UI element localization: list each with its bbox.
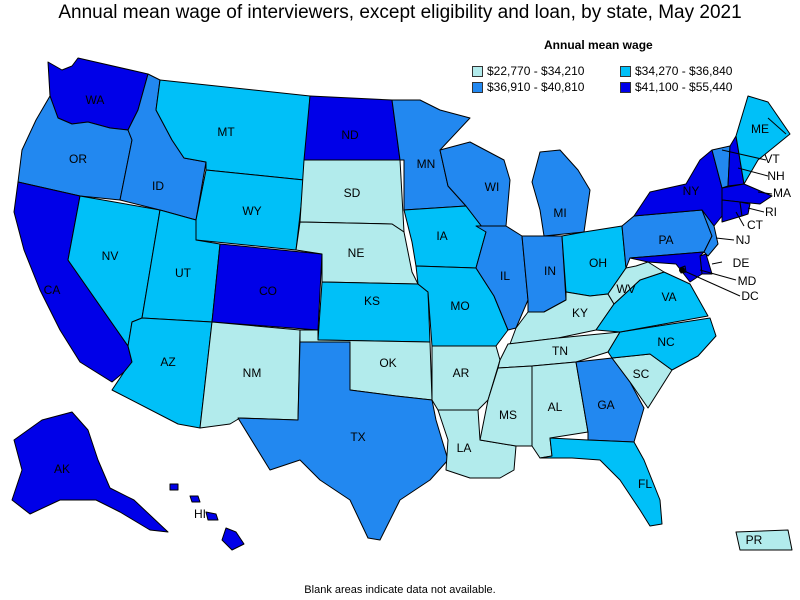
state-label-ks: KS — [364, 294, 380, 308]
state-label-mt: MT — [217, 125, 235, 139]
footer-note: Blank areas indicate data not available. — [304, 584, 496, 596]
state-label-ma: MA — [773, 186, 791, 200]
state-ks[interactable] — [317, 281, 431, 343]
legend-item-2: $34,270 - $36,840 — [620, 64, 732, 78]
leader-md — [699, 269, 737, 281]
legend-swatch-1 — [472, 65, 483, 77]
state-label-ok: OK — [379, 356, 396, 370]
state-label-nv: NV — [102, 249, 119, 263]
state-label-pa: PA — [658, 233, 673, 247]
state-label-wv: WV — [616, 282, 635, 296]
leader-nh — [737, 167, 769, 177]
state-label-ut: UT — [175, 266, 192, 280]
state-label-wa: WA — [86, 93, 105, 107]
state-label-pr: PR — [746, 533, 763, 547]
state-label-tn: TN — [552, 344, 568, 358]
state-label-ca: CA — [44, 283, 61, 297]
leader-dc — [681, 269, 741, 297]
state-wy[interactable] — [195, 169, 305, 251]
state-label-la: LA — [457, 441, 472, 455]
leader-nj — [715, 237, 735, 241]
state-md[interactable] — [629, 251, 705, 283]
leader-de — [711, 261, 723, 265]
state-label-il: IL — [500, 269, 510, 283]
state-wv[interactable] — [607, 261, 665, 305]
state-label-ga: GA — [597, 398, 614, 412]
legend-label-2: $34,270 - $36,840 — [635, 64, 733, 78]
legend-item-1: $22,770 - $34,210 — [472, 64, 584, 78]
legend-label-3: $36,910 - $40,810 — [487, 80, 585, 94]
state-label-sd: SD — [344, 186, 361, 200]
map-title: Annual mean wage of interviewers, except… — [58, 2, 742, 23]
state-ri[interactable] — [739, 201, 751, 217]
state-label-ny: NY — [683, 184, 700, 198]
state-label-id: ID — [152, 179, 164, 193]
leader-ct — [735, 211, 745, 227]
state-label-ms: MS — [499, 408, 517, 422]
state-label-me: ME — [751, 122, 769, 136]
state-il[interactable] — [475, 225, 529, 331]
state-nj[interactable] — [701, 209, 719, 257]
state-label-or: OR — [69, 152, 87, 166]
state-nc[interactable] — [607, 317, 717, 371]
state-label-in: IN — [544, 264, 556, 278]
state-label-ak: AK — [54, 462, 70, 476]
legend-title: Annual mean wage — [544, 38, 653, 52]
state-label-ar: AR — [453, 366, 470, 380]
legend-swatch-4 — [620, 81, 631, 93]
hi-island-maui — [205, 511, 219, 521]
state-label-tx: TX — [350, 430, 365, 444]
legend-item-4: $41,100 - $55,440 — [620, 80, 732, 94]
state-label-mn: MN — [417, 157, 436, 171]
state-label-vt: VT — [764, 152, 780, 166]
hi-island-oahu — [189, 495, 201, 503]
state-label-az: AZ — [160, 355, 175, 369]
leader-me — [767, 117, 787, 135]
state-label-ia: IA — [436, 229, 447, 243]
state-label-va: VA — [661, 290, 676, 304]
state-label-sc: SC — [633, 367, 650, 381]
legend-item-3: $36,910 - $40,810 — [472, 80, 584, 94]
state-label-hi: HI — [194, 507, 206, 521]
state-hi[interactable] — [221, 527, 245, 551]
state-label-md: MD — [738, 274, 757, 288]
legend-swatch-3 — [472, 81, 483, 93]
state-ct[interactable] — [721, 199, 743, 223]
state-label-ky: KY — [572, 306, 588, 320]
state-label-nh: NH — [767, 169, 784, 183]
state-label-mi: MI — [553, 206, 566, 220]
state-ak[interactable] — [11, 411, 169, 533]
leader-ri — [747, 207, 765, 213]
state-ar[interactable] — [431, 345, 501, 411]
state-label-nm: NM — [243, 366, 262, 380]
state-mi[interactable] — [531, 149, 591, 237]
state-label-oh: OH — [589, 256, 607, 270]
state-label-fl: FL — [638, 477, 652, 491]
state-label-wi: WI — [485, 180, 500, 194]
state-label-co: CO — [259, 284, 277, 298]
leader-ma — [757, 191, 773, 195]
state-label-wy: WY — [242, 204, 261, 218]
state-label-de: DE — [733, 256, 750, 270]
legend-swatch-2 — [620, 65, 631, 77]
state-pr[interactable] — [735, 529, 793, 551]
state-label-mo: MO — [450, 299, 469, 313]
leader-vt — [721, 149, 767, 161]
state-label-ct: CT — [747, 218, 764, 232]
state-label-dc: DC — [741, 289, 759, 303]
state-fl[interactable] — [539, 437, 663, 527]
state-tx[interactable] — [237, 341, 449, 541]
legend-label-1: $22,770 - $34,210 — [487, 64, 585, 78]
state-la[interactable] — [437, 409, 517, 479]
state-label-nd: ND — [341, 128, 359, 142]
state-label-ri: RI — [765, 205, 777, 219]
state-label-ne: NE — [348, 246, 365, 260]
state-label-al: AL — [548, 400, 563, 414]
legend-label-4: $41,100 - $55,440 — [635, 80, 733, 94]
state-label-nj: NJ — [736, 233, 751, 247]
hi-island-kauai — [169, 483, 179, 491]
state-label-nc: NC — [657, 335, 675, 349]
